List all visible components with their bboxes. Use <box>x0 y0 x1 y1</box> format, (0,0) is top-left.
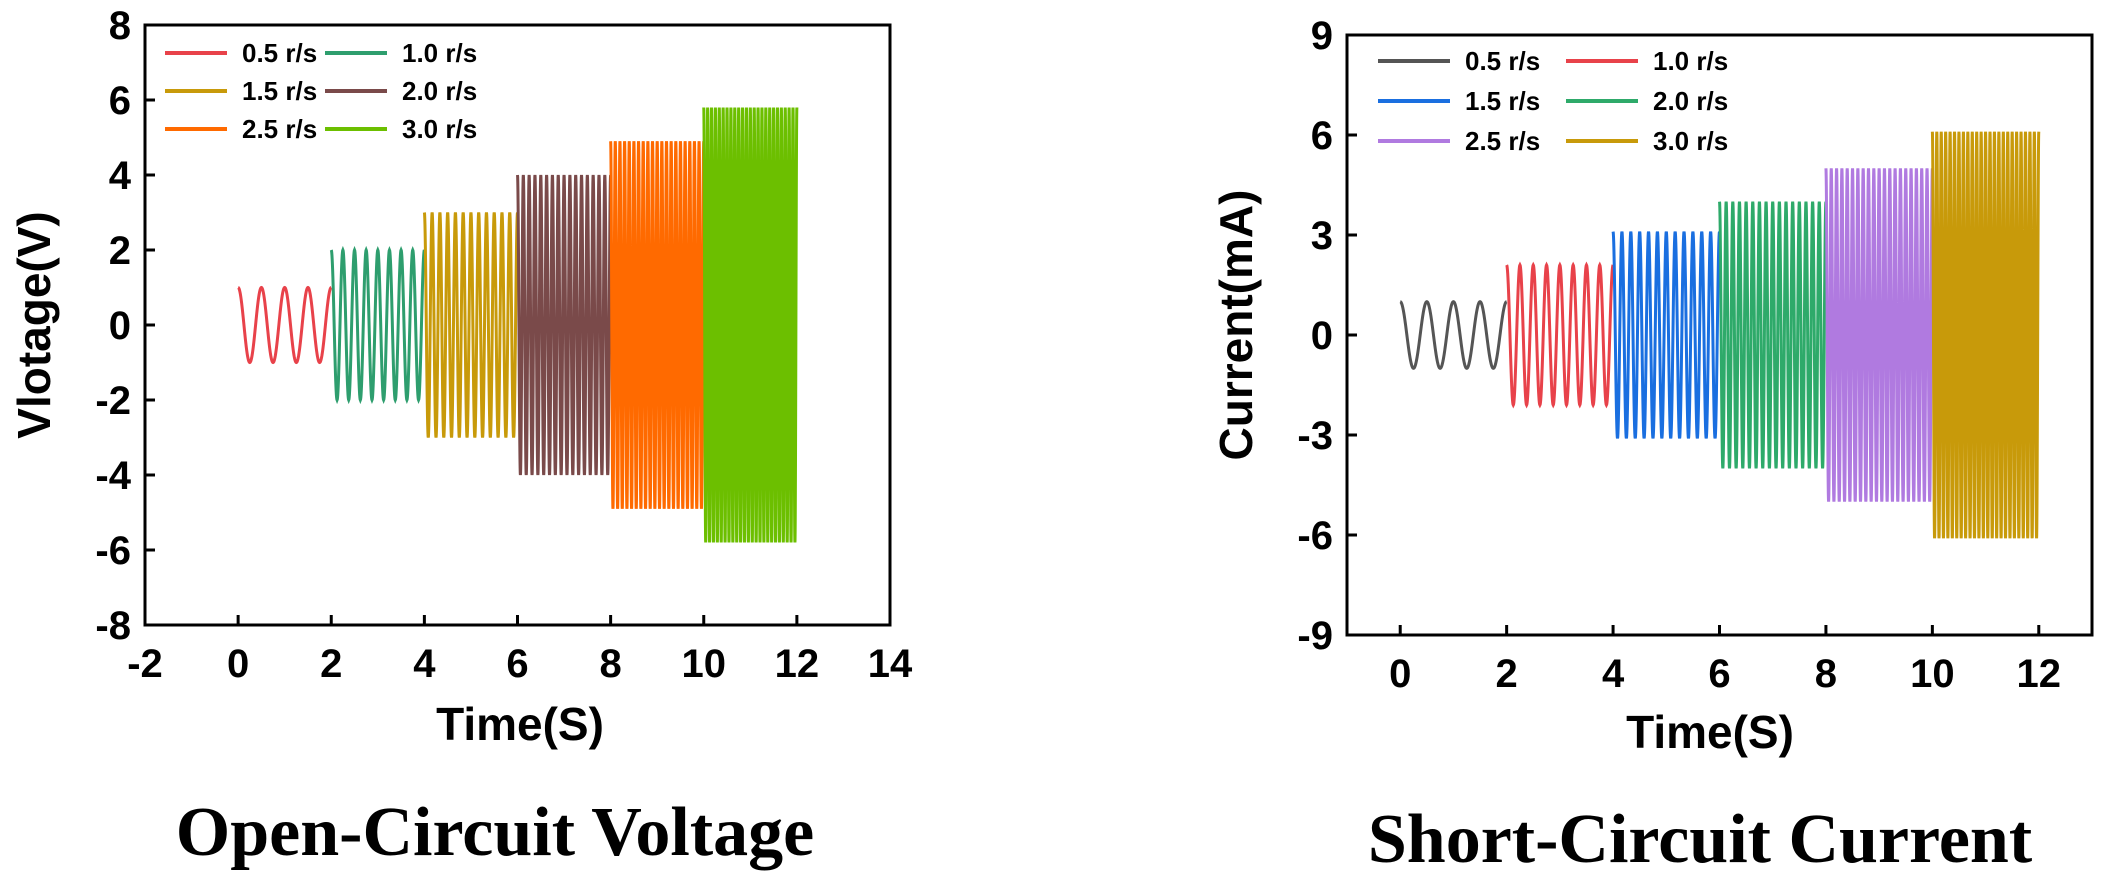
x-axis-title: Time(S) <box>436 698 604 750</box>
series-line-2-5-r-s <box>1824 168 1934 502</box>
y-tick-label: -2 <box>95 379 131 423</box>
x-tick-label: 6 <box>1708 652 1730 696</box>
legend-label: 2.5 r/s <box>1465 126 1540 156</box>
legend: 0.5 r/s 1.0 r/s 1.5 r/s 2.0 r/s 2.5 r/s 3.0 r… <box>165 38 477 144</box>
x-tick-label: 6 <box>506 642 528 686</box>
legend-label: 3.0 r/s <box>402 114 477 144</box>
x-tick-label: 0 <box>227 642 249 686</box>
y-axis-ticks: 9 6 3 0 -3 -6 -9 <box>1297 14 1357 658</box>
y-tick-label: -3 <box>1297 414 1333 458</box>
series-line-1-5-r-s <box>422 212 519 438</box>
x-tick-label: 2 <box>320 642 342 686</box>
series-line-3-0-r-s <box>702 107 799 543</box>
legend-label: 1.0 r/s <box>402 38 477 68</box>
x-axis-ticks: 0 2 4 6 8 10 12 <box>1389 625 2061 696</box>
legend-label: 2.0 r/s <box>1653 86 1728 116</box>
open-circuit-voltage-chart: -2 0 2 4 6 8 10 12 14 8 6 4 2 0 -2 -4 -6 -8 0.5 r/s 1.0 r… <box>8 4 913 871</box>
y-tick-label: 6 <box>1311 114 1333 158</box>
y-axis-title: Vlotage(V) <box>8 211 60 438</box>
y-axis-ticks: 8 6 4 2 0 -2 -4 -6 -8 <box>95 4 155 648</box>
series-line-2-5-r-s <box>609 141 706 509</box>
series-line-1-0-r-s <box>1505 261 1615 409</box>
series-layer <box>237 107 799 543</box>
legend-label: 2.0 r/s <box>402 76 477 106</box>
chart-caption: Short-Circuit Current <box>1368 801 2032 874</box>
series-line-2-0-r-s <box>1718 201 1828 469</box>
x-axis-ticks: -2 0 2 4 6 8 10 12 14 <box>127 615 913 686</box>
y-tick-label: -6 <box>95 529 131 573</box>
x-tick-label: 8 <box>1815 652 1837 696</box>
x-axis-title: Time(S) <box>1626 706 1794 758</box>
legend: 0.5 r/s 1.0 r/s 1.5 r/s 2.0 r/s 2.5 r/s 3.0 r… <box>1378 46 1728 156</box>
x-tick-label: 4 <box>413 642 436 686</box>
legend-label: 1.5 r/s <box>1465 86 1540 116</box>
y-tick-label: -6 <box>1297 514 1333 558</box>
series-line-0-5-r-s <box>1399 300 1508 370</box>
y-tick-label: 0 <box>109 304 131 348</box>
x-tick-label: 10 <box>682 642 727 686</box>
x-tick-label: 12 <box>775 642 820 686</box>
y-axis-title: Current(mA) <box>1210 190 1262 461</box>
legend-label: 2.5 r/s <box>242 114 317 144</box>
y-tick-label: -8 <box>95 604 131 648</box>
short-circuit-current-chart: 0 2 4 6 8 10 12 9 6 3 0 -3 -6 -9 0.5 r/s 1.0 r/s 1.5 r… <box>1210 14 2094 874</box>
x-tick-label: 4 <box>1602 652 1625 696</box>
legend-label: 0.5 r/s <box>1465 46 1540 76</box>
x-tick-label: 14 <box>868 642 913 686</box>
legend-label: 1.0 r/s <box>1653 46 1728 76</box>
y-tick-label: 8 <box>109 4 131 48</box>
x-tick-label: -2 <box>127 642 163 686</box>
x-tick-label: 8 <box>600 642 622 686</box>
series-line-3-0-r-s <box>1930 131 2041 539</box>
legend-label: 3.0 r/s <box>1653 126 1728 156</box>
x-tick-label: 12 <box>2017 652 2062 696</box>
y-tick-label: 2 <box>109 229 131 273</box>
y-tick-label: 3 <box>1311 214 1333 258</box>
x-tick-label: 0 <box>1389 652 1411 696</box>
y-tick-label: -4 <box>95 454 131 498</box>
chart-caption: Open-Circuit Voltage <box>176 794 814 871</box>
x-tick-label: 10 <box>1910 652 1955 696</box>
legend-label: 0.5 r/s <box>242 38 317 68</box>
y-tick-label: 6 <box>109 79 131 123</box>
y-tick-label: -9 <box>1297 614 1333 658</box>
y-tick-label: 0 <box>1311 314 1333 358</box>
series-line-2-0-r-s <box>516 174 613 476</box>
series-line-1-0-r-s <box>329 245 426 405</box>
series-line-0-5-r-s <box>237 285 333 365</box>
y-tick-label: 4 <box>109 154 132 198</box>
series-layer <box>1399 131 2041 539</box>
legend-label: 1.5 r/s <box>242 76 317 106</box>
series-line-1-5-r-s <box>1611 231 1721 439</box>
x-tick-label: 2 <box>1496 652 1518 696</box>
y-tick-label: 9 <box>1311 14 1333 58</box>
